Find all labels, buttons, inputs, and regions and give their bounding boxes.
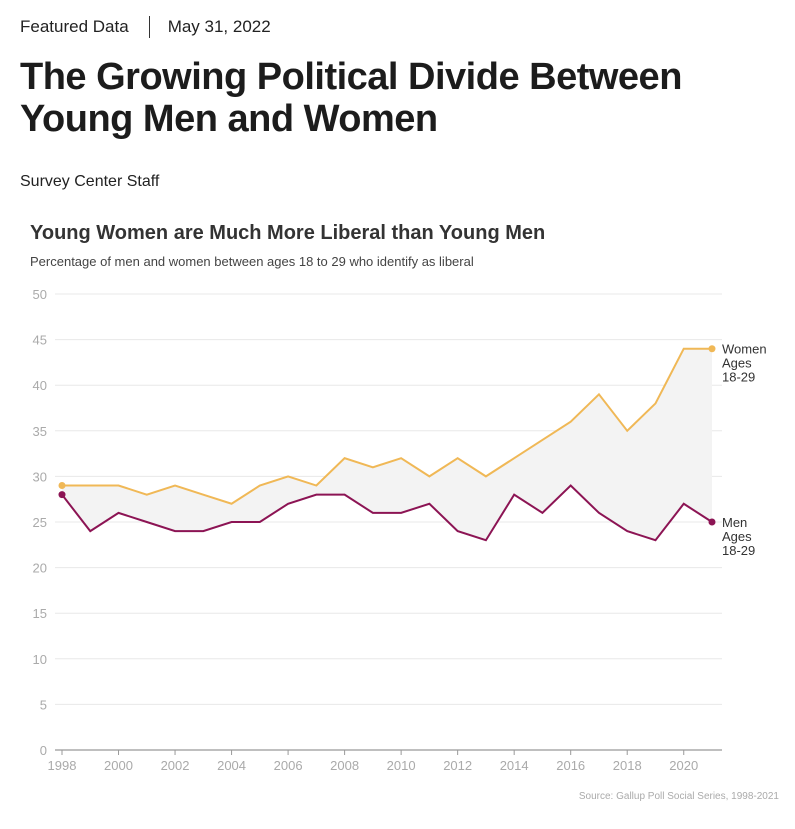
- page-title: The Growing Political Divide Between You…: [20, 56, 682, 140]
- series-line: [62, 347, 712, 505]
- series-label: Men: [722, 515, 747, 530]
- series-label: Women: [722, 342, 767, 357]
- x-tick-label: 2006: [274, 758, 303, 773]
- series-label: Ages: [722, 529, 752, 544]
- end-point: [708, 518, 716, 526]
- y-tick-label: 10: [33, 652, 47, 667]
- chart-title: Young Women are Much More Liberal than Y…: [30, 222, 546, 244]
- x-tick-label: 1998: [48, 758, 77, 773]
- x-tick-label: 2018: [613, 758, 642, 773]
- y-tick-label: 40: [33, 378, 47, 393]
- y-tick-label: 15: [33, 606, 47, 621]
- x-tick-label: 2002: [161, 758, 190, 773]
- divider: [148, 16, 150, 38]
- start-point: [58, 491, 66, 499]
- chart-subtitle: Percentage of men and women between ages…: [30, 254, 474, 269]
- y-tick-label: 5: [40, 697, 47, 712]
- publish-date: May 31, 2022: [167, 17, 271, 36]
- start-point: [58, 482, 66, 490]
- x-tick-label: 2010: [387, 758, 416, 773]
- x-tick-label: 2014: [500, 758, 529, 773]
- x-tick-label: 2008: [330, 758, 359, 773]
- y-tick-label: 25: [33, 515, 47, 530]
- x-tick-label: 2000: [104, 758, 133, 773]
- article-meta: Featured Data May 31, 2022: [20, 16, 271, 38]
- y-tick-label: 50: [33, 287, 47, 302]
- chart-source: Source: Gallup Poll Social Series, 1998-…: [578, 791, 779, 802]
- gap-area: [62, 348, 712, 541]
- y-tick-label: 30: [33, 469, 47, 484]
- category-link[interactable]: Featured Data: [20, 17, 129, 36]
- author: Survey Center Staff: [20, 173, 160, 190]
- series-label: 18-29: [722, 543, 755, 558]
- x-tick-label: 2020: [669, 758, 698, 773]
- series-label: Ages: [722, 356, 752, 371]
- x-tick-label: 2004: [217, 758, 246, 773]
- x-tick-label: 2012: [443, 758, 472, 773]
- series-label: 18-29: [722, 370, 755, 385]
- series-line: [61, 484, 713, 542]
- end-point: [708, 345, 716, 353]
- y-tick-label: 45: [33, 333, 47, 348]
- x-tick-label: 2016: [556, 758, 585, 773]
- y-tick-label: 20: [33, 561, 47, 576]
- y-tick-label: 0: [40, 743, 47, 758]
- y-tick-label: 35: [33, 424, 47, 439]
